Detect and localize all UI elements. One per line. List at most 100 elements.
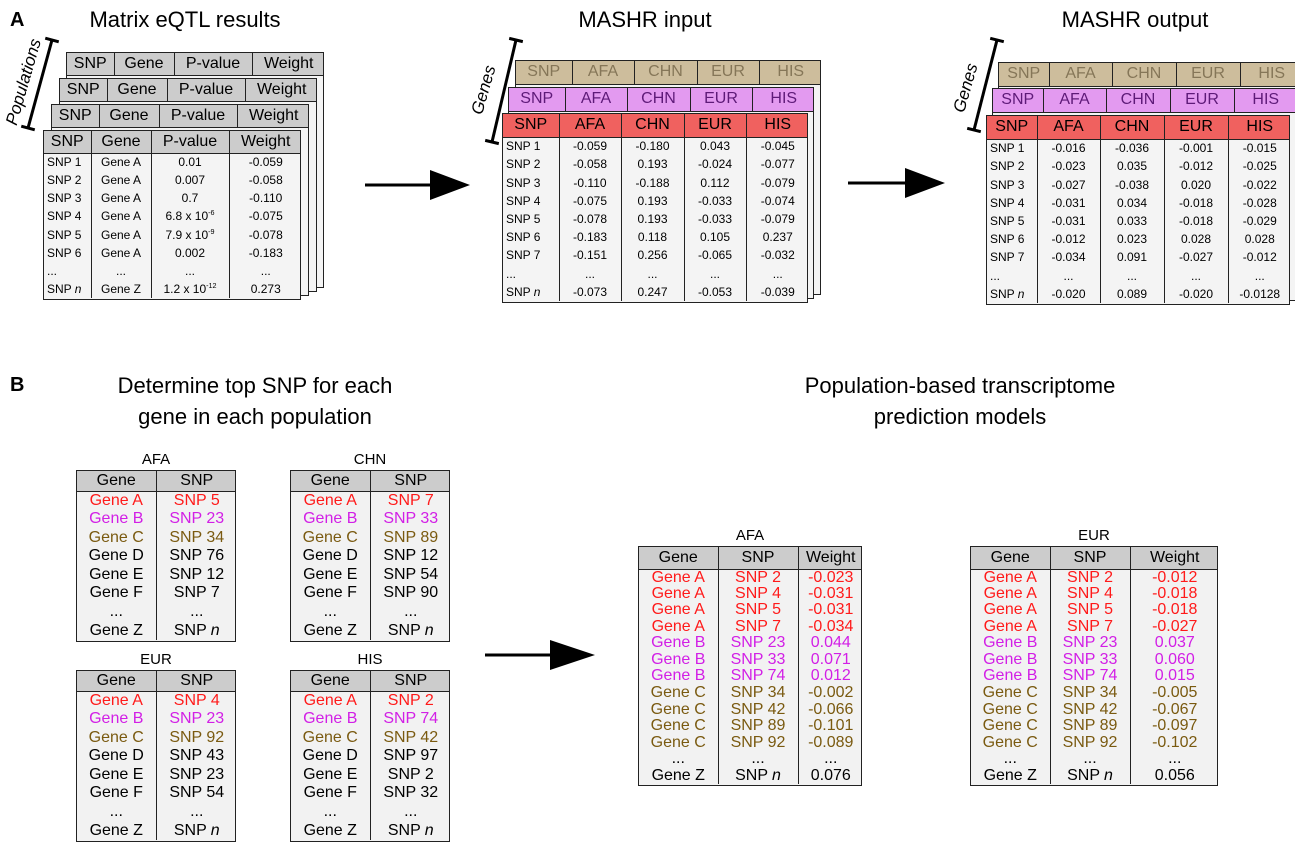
cell: SNP 5 [718,602,799,619]
header-cell: Weight [229,131,300,154]
row: SNP 5 -0.078 0.193 -0.033 -0.079 [503,209,807,229]
table: SNP AFA CHN EUR HIS [993,89,1295,113]
cell: Gene A [91,153,152,172]
table-layer: SNP AFA CHN EUR HIS SNP 1 -0.016 -0.036 -0.001 -0… [986,115,1290,305]
cell: SNP n [987,284,1038,303]
row: Gene E SNP 2 [291,765,449,785]
row: SNP 1 -0.016 -0.036 -0.001 -0.015 [987,139,1289,158]
header-cell: CHN [1106,89,1171,113]
header-cell: Gene [639,547,719,570]
row: ............... [987,266,1289,285]
row: Gene C SNP 89 -0.097 [971,717,1217,735]
cell: SNP 2 [1050,569,1131,586]
row: Gene B SNP 33 0.071 [639,651,861,669]
cell-base: 7.9 x 10 [165,227,209,242]
cell: -0.036 [1100,139,1165,158]
header-cell: AFA [1043,89,1107,113]
row: SNP 5 Gene A 7.9 x 10-9 -0.078 [44,225,300,244]
header-cell: SNP [52,105,100,128]
header-cell: Weight [245,79,316,102]
cell: SNP 92 [718,734,799,751]
cell: -0.018 [1152,602,1198,619]
row: Gene B SNP 23 0.037 [971,635,1217,652]
row: Gene A SNP 2 -0.023 [639,569,861,586]
arrow-head [430,170,470,200]
cell: Gene D [291,546,371,566]
cell: -0.031 [808,585,854,602]
cell: SNP 74 [1050,668,1131,685]
row: SNP 1 -0.059 -0.180 0.043 -0.045 [503,137,807,156]
row: Gene A SNP 4 -0.031 [639,585,861,603]
table: SNP Gene P-value Weight [67,53,323,76]
row: Gene C SNP 34 [77,528,235,547]
cell: SNP 54 [383,565,439,583]
cell: SNP 7 [503,246,560,265]
cell: Gene F [77,784,157,803]
table-box: Gene SNP Gene A SNP 7 Gene B SNP 33 Gene C SNP … [290,470,450,642]
bracket [44,36,60,44]
cell: Gene A [971,602,1051,619]
cell: Gene A [639,585,719,603]
header-row: SNP AFA CHN EUR HIS [999,63,1295,87]
table: SNP Gene P-value Weight SNP 1 Gene A 0.01 -0.05… [44,131,300,298]
cell: ... [77,802,157,822]
table: SNP AFA CHN EUR HIS [516,61,820,85]
cell: -0.031 [1037,193,1101,212]
cell: 0.193 [621,155,685,174]
cell: SNP 74 [383,709,439,727]
cell: -0.110 [559,173,622,192]
cell: ... [1050,750,1131,768]
cell: SNP n [156,821,235,840]
cell: Gene B [639,651,719,669]
cell: Gene C [971,701,1051,718]
cell: ... [1254,268,1265,283]
header-row: Gene SNP [291,671,449,692]
cell: 0.091 [1100,248,1165,267]
header-row: Gene SNP Weight [971,547,1217,570]
cell: -0.067 [1152,701,1198,718]
header-cell: CHN [627,88,691,112]
header-cell: SNP [156,671,235,692]
cell: SNP 34 [1050,684,1131,702]
cell: Gene D [291,746,371,766]
header-cell: EUR [690,88,753,112]
cell: Gene Z [77,621,157,640]
cell: SNP 7 [987,248,1038,267]
cell: ... [684,264,747,283]
cell: ... [621,264,685,283]
cell: 0.035 [1100,157,1165,176]
row: SNP n -0.073 0.247 -0.053 -0.039 [503,282,807,301]
cell: SNP 23 [169,765,225,783]
header-cell: Weight [252,53,323,76]
cell: -0.151 [559,246,622,265]
cell: 0.256 [621,246,685,265]
bracket [972,39,999,131]
header-cell: SNP [509,88,566,112]
row: ............ [44,261,300,280]
header-cell: HIS [1228,116,1289,140]
cell: Gene E [77,765,157,785]
bracket [26,39,54,129]
row: Gene D SNP 43 [77,746,235,766]
cell: -0.079 [760,211,795,226]
cell-text: SNP [1067,767,1100,784]
cell: 0.112 [684,173,747,192]
cell: ... [1037,266,1101,285]
cell: -0.039 [760,284,795,299]
table: SNP Gene P-value Weight [52,105,308,128]
cell: Gene A [91,225,152,244]
cell: 0.037 [1154,635,1195,652]
cell: Gene C [291,528,371,547]
cell: Gene E [291,565,371,585]
table-box: Gene SNP Weight Gene A SNP 2 -0.012 Gene A SNP … [970,546,1218,786]
cell: -0.065 [684,246,747,265]
cell: -0.031 [1037,211,1101,231]
cell: SNP 33 [1050,651,1131,669]
row: SNP 3 Gene A 0.7 -0.110 [44,189,300,208]
cell-text: SNP [735,767,768,784]
cell: -0.0128 [1239,286,1281,301]
cell: 0.247 [621,282,685,301]
cell: Gene A [91,207,152,226]
row: Gene A SNP 7 -0.034 [639,618,861,636]
cell: SNP 2 [987,157,1038,176]
